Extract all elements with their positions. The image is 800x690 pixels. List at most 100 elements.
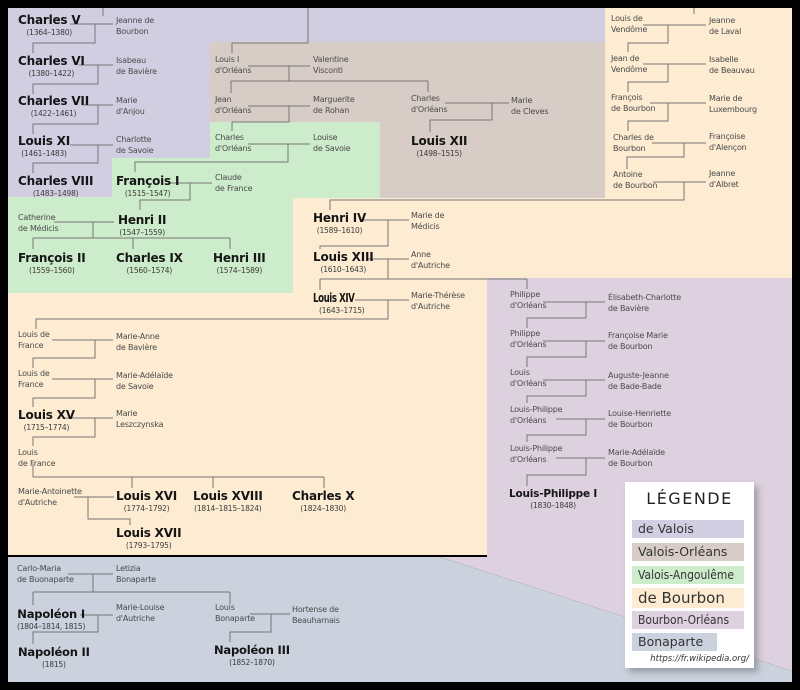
person-napoleon-ii: Napoléon II (1815) [18,645,90,669]
person-name: Louis XIII [313,250,374,264]
person-name-line: de Bourbon [608,419,653,429]
person-name-line: d'Orléans [510,300,547,310]
person-henri-iii: Henri III (1574–1589) [213,251,266,275]
person-jeanne-d-albret: Jeanne d'Albret [709,169,739,190]
person-name-line: Louise [313,133,338,142]
person-marie-d-anjou: Marie d'Anjou [116,96,145,117]
person-name: Louis XVI [116,489,178,503]
connector-line [139,183,191,210]
person-name-line: Vendôme [611,24,648,34]
person-louis-philippe-d-orleans-2: Louis-Philippe d'Orléans [510,444,563,465]
person-reign-dates: (1574–1589) [216,266,263,275]
person-name: Napoléon I [17,607,85,621]
person-francois-i: François I (1515–1547) [116,174,179,198]
person-name-line: France [18,379,44,389]
connector-line [526,458,587,486]
person-reign-dates: (1715–1774) [23,423,70,432]
house-region-bonaparte [8,557,792,682]
person-reign-dates: (1804–1814, 1815) [17,622,86,631]
person-name-line: Louis de [611,14,643,23]
person-name-line: Claude [215,173,242,182]
person-napoleon-iii: Napoléon III (1852–1870) [214,643,290,667]
connector-line [231,8,309,53]
connector-line [32,340,96,368]
person-name-line: Médicis [411,221,440,231]
person-louis-xviii: Louis XVIII (1814–1815–1824) [193,489,263,513]
person-name-line: Marie [511,96,533,105]
legend-entry-label: de Bourbon [638,589,725,607]
person-name-line: Bonaparte [215,613,255,623]
person-reign-dates: (1824–1830) [300,504,346,513]
connector-line [134,144,289,172]
person-philippe-d-orleans-1: Philippe d'Orléans [510,290,547,311]
person-name-line: Marie-Louise [116,603,165,612]
person-marie-de-luxembourg: Marie de Luxembourg [709,94,757,115]
person-louis-xv: Louis XV (1715–1774) [18,408,75,432]
person-name-line: de Buonaparte [17,574,74,584]
person-name-line: Jeanne [709,16,736,25]
legend-title: LÉGENDE [646,489,733,508]
person-louis-de-france-2: Louis de France [18,369,50,390]
connector-line [429,103,493,132]
person-charlotte-de-savoie: Charlotte de Savoie [116,135,154,156]
person-name-line: Louis [510,368,530,377]
connector-line [87,497,131,525]
connector-line [319,220,389,249]
person-name-line: Marie-Anne [116,332,160,341]
person-name-line: de Bourbon [611,103,656,113]
person-name-line: de France [18,458,56,468]
person-name-line: de Bade-Bade [608,381,662,391]
person-marie-adelaide-de-savoie: Marie-Adélaïde de Savoie [116,371,173,392]
person-jeanne-de-bourbon: Jeanne de Bourbon [116,16,154,37]
person-marie-antoinette-d-autriche: Marie-Antoinette d'Autriche [18,487,82,508]
person-jeanne-de-laval: Jeanne de Laval [709,16,741,37]
connector-line [526,302,587,328]
legend-entry-bonaparte: Bonaparte [632,633,717,651]
person-name: Henri IV [313,211,367,225]
person-name-line: Bourbon [613,143,646,153]
person-name-line: de France [215,183,253,193]
person-name-line: Philippe [510,290,541,299]
person-charles-d-orleans-angouleme: Charles d'Orléans [215,133,252,154]
person-reign-dates: (1793–1795) [125,541,172,550]
person-name-line: Louis-Philippe [510,444,563,453]
person-name-line: Philippe [510,329,541,338]
person-name-line: Louis de [18,330,50,339]
person-reign-dates: (1610–1643) [320,265,367,274]
person-louis-xi: Louis XI (1461–1483) [18,134,70,158]
person-reign-dates: (1380–1422) [28,69,75,78]
person-name-line: Visconti [313,65,343,75]
person-name-line: Jean [215,95,232,104]
person-name-line: d'Orléans [411,104,448,114]
person-name-line: Marie-Adélaïde [116,371,173,380]
person-marie-anne-de-baviere: Marie-Anne de Bavière [116,332,160,353]
person-charles-v: Charles V (1364–1380) [18,13,81,37]
person-reign-dates: (1560–1574) [126,266,173,275]
person-name-line: Marie-Thérèse [411,291,465,300]
person-name-line: d'Albret [709,179,739,189]
person-name-line: Jean de [611,54,640,63]
connector-line [32,105,99,134]
person-name-line: de Bavière [116,66,157,76]
person-reign-dates: (1774–1792) [123,504,170,513]
person-louise-henriette-de-bourbon: Louise-Henriette de Bourbon [608,409,671,430]
person-name-line: Charles [215,133,244,142]
person-name-line: Louis [18,448,38,457]
person-charles-ix: Charles IX (1560–1574) [116,251,183,275]
person-marie-therese-d-autriche: Marie-Thérèse d'Autriche [411,291,465,312]
person-louis-bonaparte: Louis Bonaparte [215,603,255,624]
person-name-line: Catherine [18,213,56,222]
person-name-line: de Bourbon [608,458,653,468]
person-name-line: Leszczynska [116,419,164,429]
person-name-line: Marguerite [313,95,355,104]
person-name-line: Louis-Philippe [510,405,563,414]
person-claude-de-france: Claude de France [215,173,253,194]
connector-line [229,614,272,642]
person-elisabeth-charlotte-de-baviere: Élisabeth-Charlotte de Bavière [608,293,681,314]
connector-line [32,615,99,644]
person-name-line: Beauharnais [292,615,340,625]
person-name-line: de Savoie [116,381,154,391]
person-name-line: d'Orléans [510,339,547,349]
person-name-line: Françoise [709,132,746,141]
person-name-line: de Cleves [511,106,549,116]
